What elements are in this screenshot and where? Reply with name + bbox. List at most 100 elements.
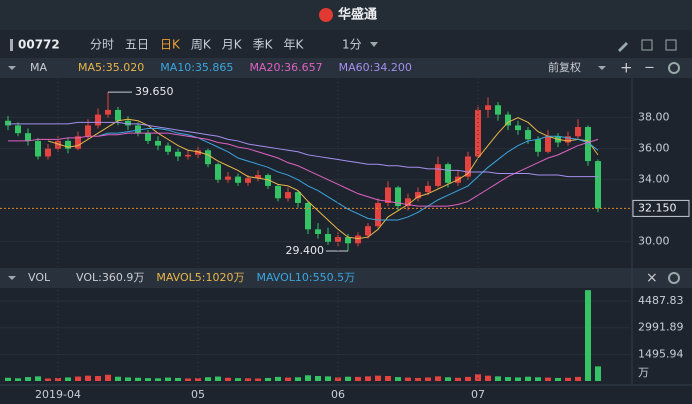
volume-bar [195,378,201,381]
close-button[interactable]: × [646,270,658,286]
volume-bar [515,377,521,381]
candle-body [435,164,441,186]
draw-icon[interactable] [618,42,628,52]
period-tab[interactable]: 分时 [90,38,114,52]
ma-bar [0,58,692,78]
candle-body [165,145,171,152]
period-tab[interactable]: 年K [284,38,305,52]
volume-bar [495,376,501,381]
candle-body [575,126,581,137]
volume-bar [265,377,271,381]
legend-entry: MA20:36.657 [249,61,322,74]
y-tick-label: 4487.83 [638,294,684,307]
candle-body [265,175,271,186]
candle-body [365,226,371,236]
volume-bar [45,378,51,381]
adjust-select[interactable]: 前复权 [548,60,581,74]
candle-body [195,150,201,155]
candle-body [325,233,331,242]
candle-body [295,192,301,203]
volume-bar [475,374,481,381]
y-tick-label: 34.00 [638,173,670,186]
volume-bar [95,376,101,381]
candle-body [145,133,151,141]
collapse-arrow[interactable] [8,276,16,280]
period-tab[interactable]: 五日 [125,38,149,52]
volume-bar [575,376,581,381]
candle-body [315,229,321,234]
volume-bar [345,376,351,381]
period-tab[interactable]: 日K [160,38,181,52]
settings-icon[interactable] [668,62,680,74]
volume-bar [75,376,81,381]
volume-bar [245,378,251,381]
volume-bar [175,377,181,381]
volume-bar [255,378,261,381]
candle-body [125,120,131,126]
high-label: 39.650 [135,85,174,98]
volume-bar [425,377,431,381]
y-tick-label: 2991.89 [638,321,684,334]
volume-bar [185,378,191,381]
volume-bar [525,376,531,381]
volume-bar [215,376,221,381]
volume-bar [465,376,471,381]
volume-bar [115,376,121,381]
candle-body [75,136,81,149]
candle-body [485,105,491,110]
period-tab[interactable]: 月K [222,38,243,52]
candle-body [115,109,121,121]
volume-bar [505,377,511,381]
vol-indicator-name: VOL [28,271,51,284]
period-tab[interactable]: 季K [253,38,274,52]
period-tab[interactable]: 周K [191,38,212,52]
candle-body [45,148,51,157]
volume-bar [375,375,381,381]
volume-bar [595,366,601,381]
fullscreen-icon[interactable] [641,39,653,51]
minus-button[interactable]: − [644,61,655,76]
ma-line [97,128,599,221]
x-tick-label: 06 [331,388,345,401]
dropdown-arrow[interactable] [370,42,378,47]
y-tick-label: 1495.94 [638,347,684,360]
volume-bar [545,377,551,381]
candle-body [535,139,541,152]
candle-body [415,192,421,199]
volume-bar [65,377,71,381]
candle-body [335,237,341,242]
candle-body [15,125,21,134]
collapse-arrow[interactable] [8,66,16,70]
candle-body [395,187,401,207]
volume-bar [285,377,291,381]
candle-body [185,154,191,157]
volume-bar [165,377,171,381]
sidebar-toggle[interactable] [10,39,13,51]
volume-bar [395,377,401,381]
volume-bar [365,376,371,381]
y-tick-label: 30.00 [638,235,670,248]
ma-line [8,132,599,207]
candle-body [65,140,71,149]
dropdown-arrow[interactable] [598,66,606,70]
candle-body [345,237,351,244]
candle-body [105,109,111,115]
volume-bar [305,375,311,381]
candle-body [95,114,101,126]
ma-line [47,117,599,240]
volume-bar [125,377,131,381]
layout-icon[interactable] [665,39,677,51]
candle-body [505,114,511,126]
volume-bar [145,378,151,381]
interval-select[interactable]: 1分 [342,38,362,52]
add-button[interactable]: + [620,59,633,77]
volume-bar [335,377,341,381]
settings-icon[interactable] [668,272,680,284]
volume-bar [415,377,421,381]
volume-bar [315,376,321,381]
volume-bar [35,376,41,381]
volume-bar [155,378,161,381]
volume-bar [205,377,211,381]
candle-body [285,192,291,199]
